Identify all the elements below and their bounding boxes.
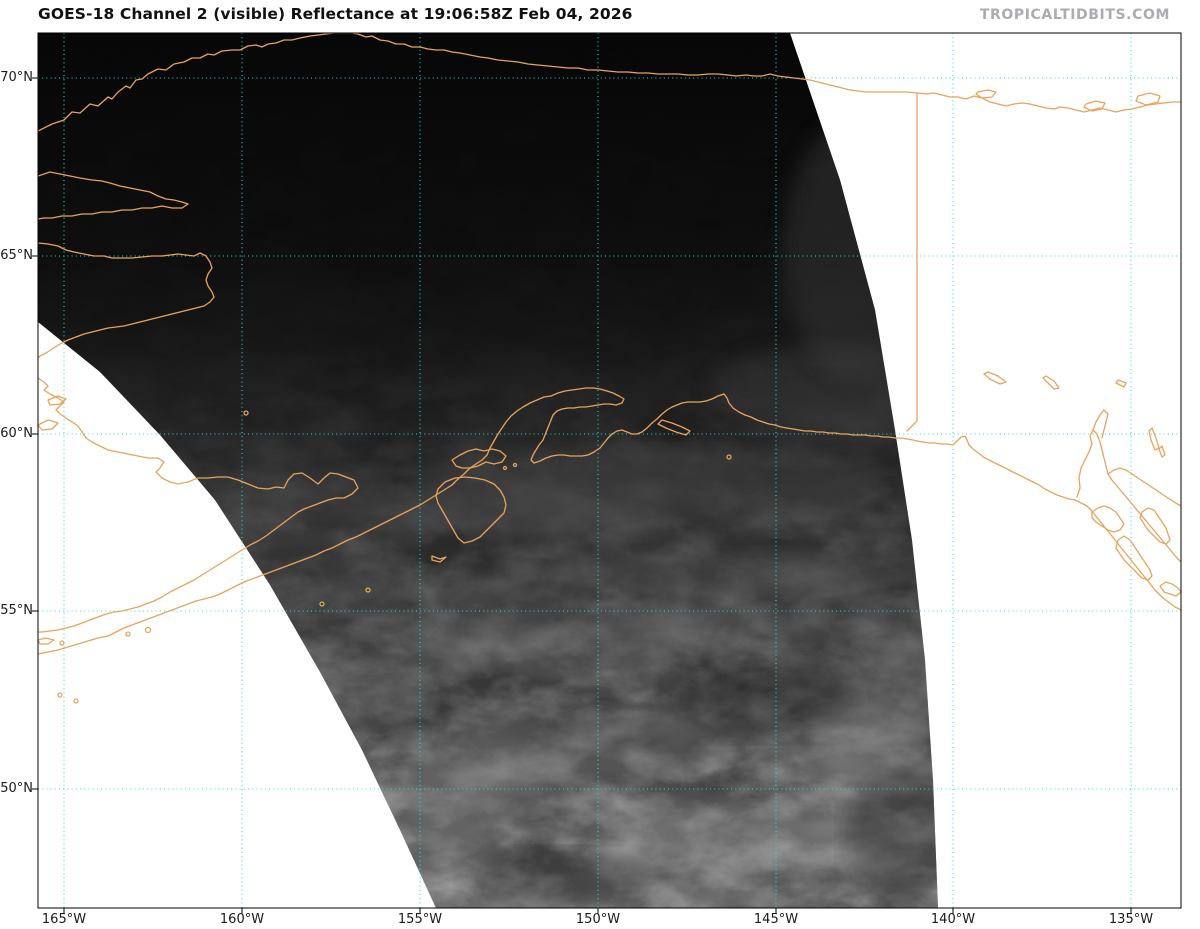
plot-frame [32,32,1182,914]
lon-tick-label: 155°W [397,912,443,927]
coastlines [38,33,1181,704]
lon-tick-label: 150°W [575,912,621,927]
lon-tick-label: 145°W [753,912,799,927]
lon-tick-label: 135°W [1108,912,1154,927]
lon-tick-label: 140°W [930,912,976,927]
lat-tick-label: 65°N [0,248,33,263]
alaska-canada-border [906,92,918,432]
lat-tick-label: 60°N [0,426,33,441]
lon-tick-label: 165°W [41,912,87,927]
lon-tick-label: 160°W [219,912,265,927]
satellite-swath [38,33,938,908]
map-title: GOES-18 Channel 2 (visible) Reflectance … [38,5,633,23]
latlon-gridlines [38,33,1181,908]
lat-tick-label: 55°N [0,603,33,618]
lat-tick-label: 50°N [0,781,33,796]
site-watermark: TROPICALTIDBITS.COM [979,7,1170,23]
lat-tick-label: 70°N [0,70,33,85]
